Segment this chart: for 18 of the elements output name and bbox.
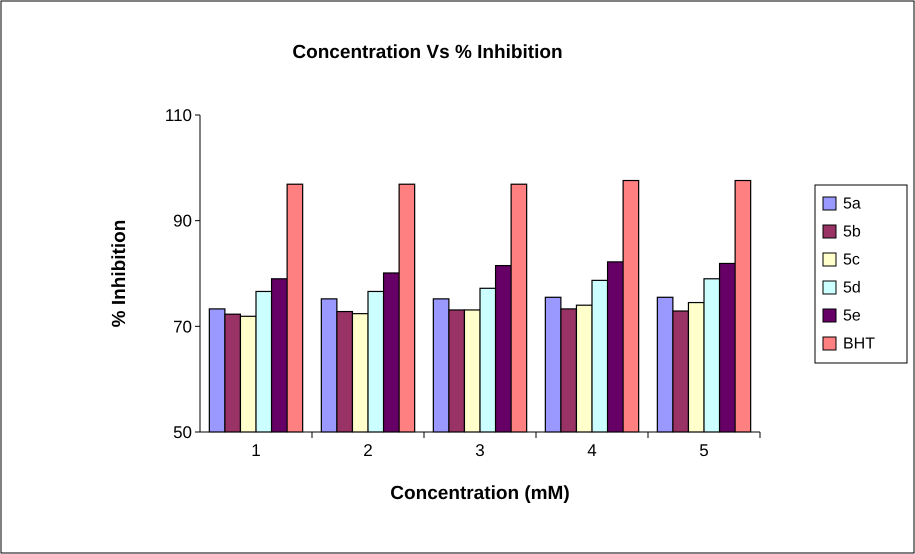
x-tick-label: 4 bbox=[587, 441, 597, 460]
x-tick-label: 3 bbox=[475, 441, 485, 460]
y-tick-label: 110 bbox=[164, 106, 192, 125]
legend-label: 5a bbox=[843, 196, 861, 213]
legend-label: 5b bbox=[843, 224, 861, 241]
x-tick-label: 1 bbox=[251, 441, 261, 460]
y-tick-label: 70 bbox=[173, 317, 192, 336]
y-axis-title: % Inhibition bbox=[109, 220, 130, 328]
chart-title: Concentration Vs % Inhibition bbox=[292, 42, 563, 63]
x-tick-label: 2 bbox=[363, 441, 373, 460]
y-tick-label: 50 bbox=[173, 422, 192, 442]
x-axis-title: Concentration (mM) bbox=[390, 483, 570, 504]
legend-label: 5c bbox=[843, 252, 860, 269]
x-tick-label: 5 bbox=[699, 441, 709, 460]
legend-label: 5d bbox=[843, 280, 861, 297]
legend-label: 5e bbox=[843, 308, 861, 325]
legend-label: BHT bbox=[843, 336, 876, 353]
y-tick-label: 90 bbox=[173, 212, 192, 231]
